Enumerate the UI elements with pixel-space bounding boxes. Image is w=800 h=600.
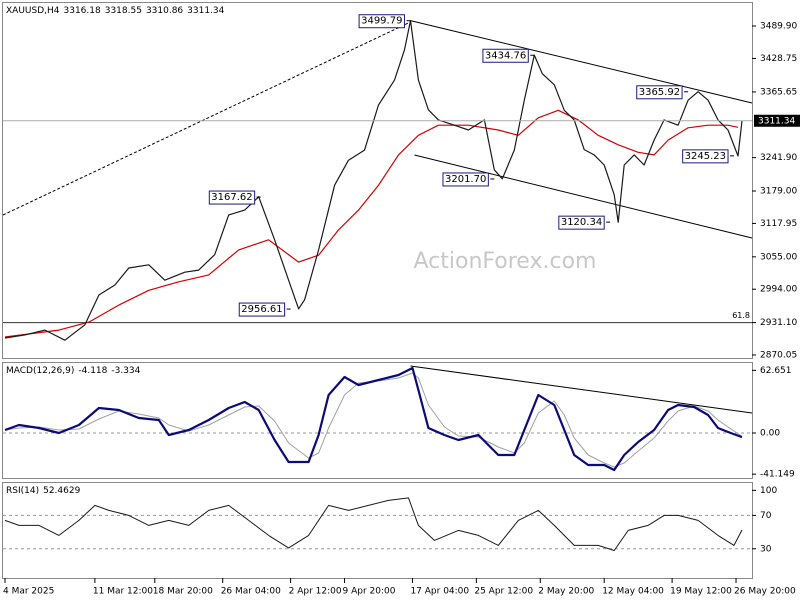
ohlc-value: 3316.18	[64, 6, 101, 16]
rsi-label: RSI(14)	[6, 486, 39, 496]
current-price-box	[754, 114, 800, 127]
rsi-header: RSI(14) 52.4629	[6, 486, 81, 496]
series-line	[4, 109, 739, 338]
y-tick-label: 2994.00	[760, 285, 797, 295]
series-line	[4, 497, 743, 551]
annotation-box	[636, 85, 683, 100]
y-tick-label: 2931.10	[760, 318, 797, 328]
x-tick-label: 19 May 12:00	[670, 587, 732, 597]
x-tick-label: 11 Mar 12:00	[93, 587, 153, 597]
annotation-label: 3167.62	[211, 192, 252, 203]
y-tick-label: 3365.65	[760, 87, 797, 97]
annotation-label: 3365.92	[639, 87, 680, 98]
macd-header: MACD(12,26,9) -4.118 -3.334	[6, 366, 141, 376]
annotation-label: 3120.34	[561, 217, 602, 228]
annotation-label: 3499.79	[361, 16, 402, 27]
x-tick-label: 2 May 20:00	[538, 587, 594, 597]
series-line	[4, 20, 743, 341]
x-tick-label: 17 Apr 04:00	[410, 587, 469, 597]
x-tick-label: 26 May 20:00	[734, 587, 796, 597]
annotation-label: 3245.23	[685, 151, 726, 162]
y-tick-label: 3117.95	[760, 219, 797, 229]
trend-line	[410, 365, 753, 414]
y-tick-label: 62.651	[760, 366, 792, 376]
symbol: XAUUSD,H4	[6, 6, 60, 16]
ohlc-value: 3311.34	[187, 6, 224, 16]
annotation-box	[682, 149, 729, 164]
y-tick-label: 3179.00	[760, 187, 797, 197]
y-tick-label: 2870.05	[760, 351, 797, 361]
x-tick-label: 18 Mar 20:00	[153, 587, 213, 597]
annotation-box	[482, 48, 529, 63]
y-tick-label: 100	[760, 486, 777, 496]
y-tick-label: 3055.00	[760, 252, 797, 262]
trend-line	[414, 154, 753, 239]
annotation-box	[238, 302, 286, 317]
watermark: ActionForex.com	[414, 249, 597, 274]
x-tick-label: 4 Mar 2025	[3, 587, 54, 597]
rsi-last-value: 52.4629	[43, 486, 80, 496]
annotation-label: 3201.70	[445, 174, 486, 185]
fib-label: 61.8	[732, 311, 750, 320]
y-tick-label: 70	[760, 511, 772, 521]
price-frame	[2, 2, 753, 359]
ohlc-value: 3318.55	[105, 6, 142, 16]
annotation-box	[208, 190, 256, 205]
current-price-label: 3311.34	[758, 116, 795, 126]
annotation-label: 2956.61	[241, 304, 282, 315]
macd-frame	[2, 362, 753, 479]
x-tick-label: 9 Apr 20:00	[343, 587, 396, 597]
annotation-box	[442, 172, 489, 187]
x-tick-label: 25 Apr 12:00	[474, 587, 533, 597]
y-tick-label: 3428.75	[760, 54, 797, 64]
annotation-box	[558, 215, 605, 230]
ohlc-value: 3310.86	[146, 6, 183, 16]
annotation-box	[358, 14, 405, 29]
x-tick-label: 2 Apr 12:00	[289, 587, 342, 597]
y-tick-label: -41.149	[760, 470, 795, 480]
y-tick-label: 3489.90	[760, 21, 797, 31]
x-tick-label: 12 May 04:00	[602, 587, 664, 597]
trend-line	[410, 20, 753, 104]
y-tick-label: 30	[760, 544, 772, 554]
rsi-frame	[2, 482, 753, 579]
macd-last-value: -4.118	[78, 366, 107, 376]
macd-last-value: -3.334	[111, 366, 140, 376]
y-tick-label: 0.00	[760, 429, 780, 439]
y-tick-label: 3241.90	[760, 153, 797, 163]
series-line	[4, 366, 743, 472]
trend-line	[2, 21, 411, 216]
annotation-label: 3434.76	[485, 50, 526, 61]
macd-label: MACD(12,26,9)	[6, 366, 74, 376]
header: XAUUSD,H4 3316.18 3318.55 3310.86 3311.34	[6, 6, 225, 16]
x-tick-label: 26 Mar 04:00	[221, 587, 281, 597]
